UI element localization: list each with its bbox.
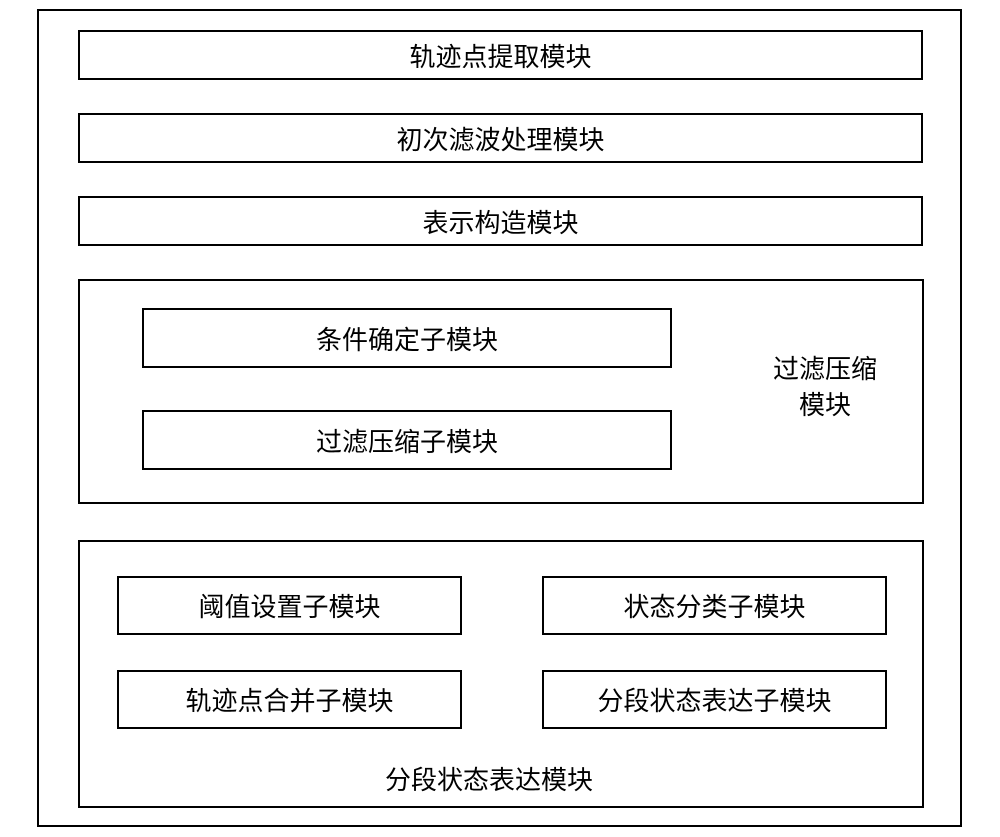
box-label: 轨迹点合并子模块 xyxy=(185,681,393,718)
initial-filter-processing-module-box: 初次滤波处理模块 xyxy=(78,113,923,163)
box-label: 阈值设置子模块 xyxy=(198,587,380,624)
filter-compress-submodule-box: 过滤压缩子模块 xyxy=(142,410,672,470)
state-classification-submodule-box: 状态分类子模块 xyxy=(542,576,887,635)
segment-state-expression-submodule-box: 分段状态表达子模块 xyxy=(542,670,887,729)
box-label: 分段状态表达模块 xyxy=(385,766,593,795)
segment-state-expression-module-label: 分段状态表达模块 xyxy=(385,763,593,799)
box-label: 过滤压缩子模块 xyxy=(316,422,498,459)
box-label: 分段状态表达子模块 xyxy=(597,681,831,718)
box-label: 状态分类子模块 xyxy=(623,587,805,624)
trajectory-point-extraction-module-box: 轨迹点提取模块 xyxy=(78,30,923,80)
box-label: 表示构造模块 xyxy=(422,203,578,240)
box-label: 条件确定子模块 xyxy=(316,320,498,357)
representation-construction-module-box: 表示构造模块 xyxy=(78,196,923,246)
threshold-setting-submodule-box: 阈值设置子模块 xyxy=(117,576,462,635)
trajectory-point-merge-submodule-box: 轨迹点合并子模块 xyxy=(117,670,462,729)
box-label: 轨迹点提取模块 xyxy=(409,37,591,74)
condition-determination-submodule-box: 条件确定子模块 xyxy=(142,308,672,368)
box-label: 初次滤波处理模块 xyxy=(396,120,604,157)
filter-compress-module-label: 过滤压缩 模块 xyxy=(755,352,895,425)
